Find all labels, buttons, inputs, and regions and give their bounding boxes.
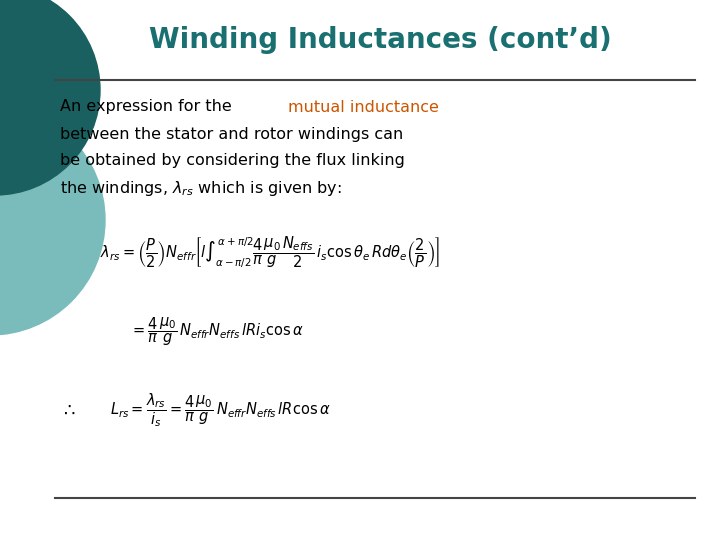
Text: Winding Inductances (cont’d): Winding Inductances (cont’d) bbox=[148, 26, 611, 54]
Text: $L_{rs} = \dfrac{\lambda_{rs}}{i_s} = \dfrac{4}{\pi} \dfrac{\mu_0}{g} \, N_{effr: $L_{rs} = \dfrac{\lambda_{rs}}{i_s} = \d… bbox=[110, 391, 330, 429]
Circle shape bbox=[0, 105, 105, 335]
Text: $\lambda_{rs} = \left(\dfrac{P}{2}\right) N_{effr} \left[ l \int_{\alpha-\pi/2}^: $\lambda_{rs} = \left(\dfrac{P}{2}\right… bbox=[100, 234, 440, 269]
Text: between the stator and rotor windings can: between the stator and rotor windings ca… bbox=[60, 126, 403, 141]
Text: be obtained by considering the flux linking: be obtained by considering the flux link… bbox=[60, 153, 405, 168]
Text: $= \dfrac{4}{\pi} \dfrac{\mu_0}{g} \, N_{effr} N_{effs} \, lRi_s \cos\alpha$: $= \dfrac{4}{\pi} \dfrac{\mu_0}{g} \, N_… bbox=[130, 316, 304, 348]
Text: $\therefore$: $\therefore$ bbox=[60, 401, 76, 419]
Text: mutual inductance: mutual inductance bbox=[288, 99, 439, 114]
Circle shape bbox=[0, 0, 100, 195]
Text: the windings, $\lambda_{rs}$ which is given by:: the windings, $\lambda_{rs}$ which is gi… bbox=[60, 179, 342, 198]
Text: An expression for the: An expression for the bbox=[60, 99, 237, 114]
